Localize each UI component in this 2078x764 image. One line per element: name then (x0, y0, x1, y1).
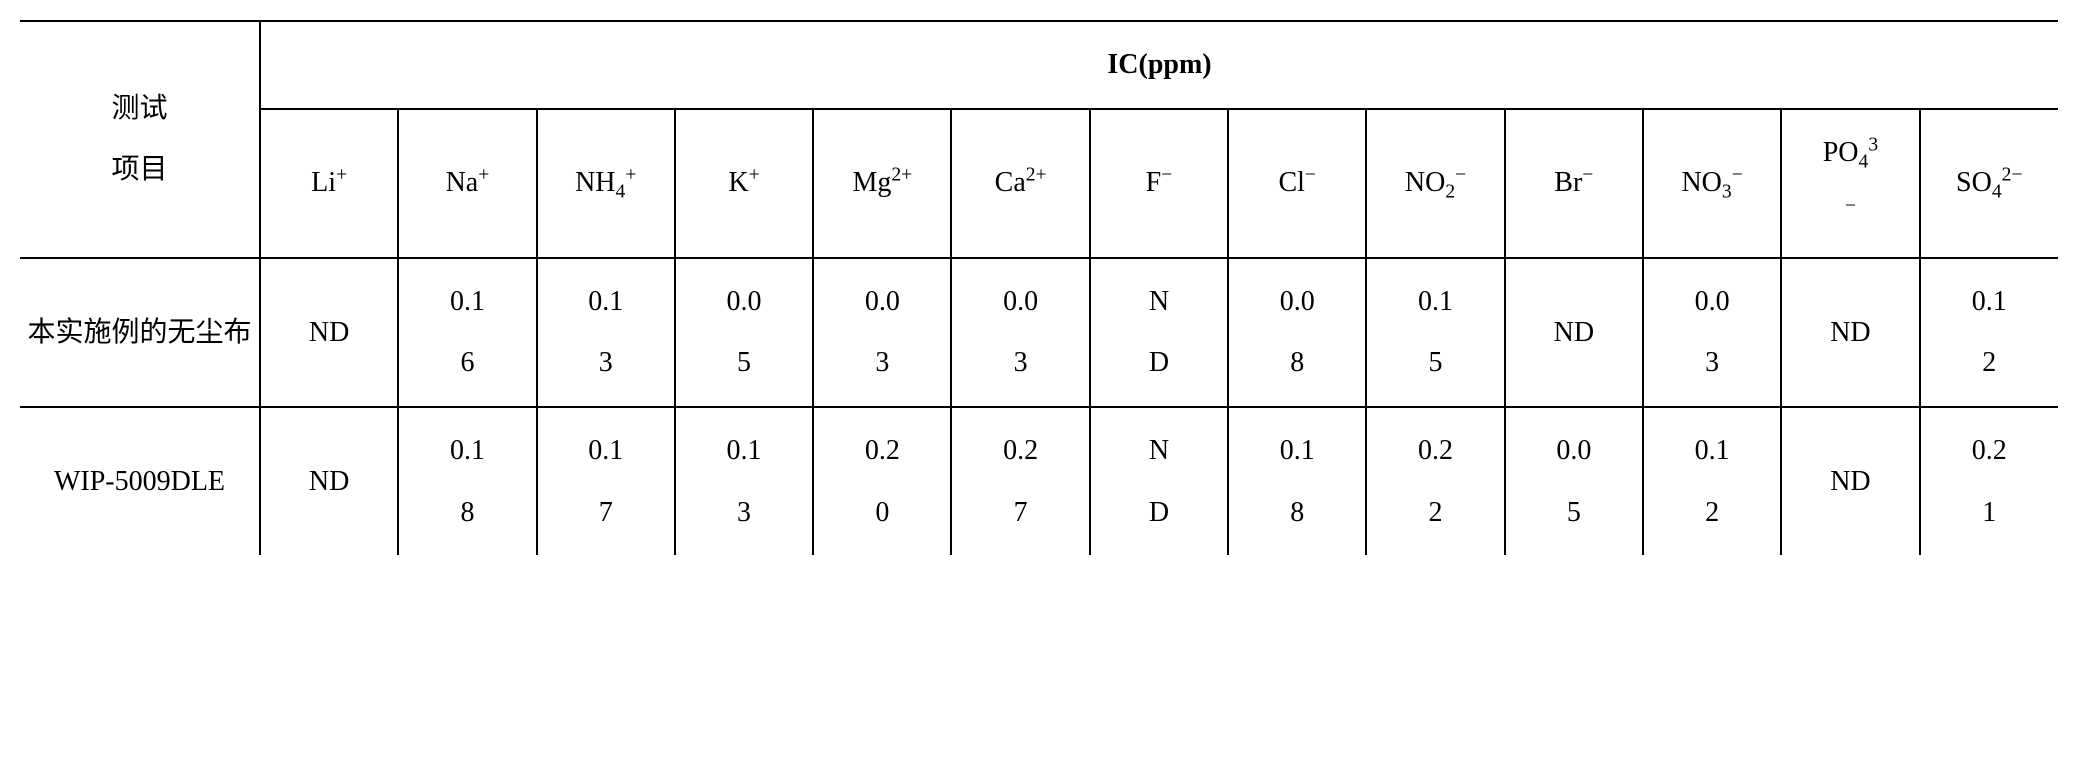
ion-header: Na+ (398, 109, 536, 258)
ion-header: Li+ (260, 109, 398, 258)
row-label-header: 测试项目 (20, 21, 260, 258)
ion-header: NO3− (1643, 109, 1781, 258)
table-cell: 0.03 (1643, 258, 1781, 407)
table-cell: 0.18 (1228, 407, 1366, 555)
table-cell: 0.22 (1366, 407, 1504, 555)
table-cell: 0.27 (951, 407, 1089, 555)
table-cell: ND (1505, 258, 1643, 407)
row-label-header-text: 测试项目 (111, 93, 167, 186)
ic-ppm-table: 测试项目 IC(ppm) Li+Na+NH4+K+Mg2+Ca2+F−Cl−NO… (20, 20, 2058, 555)
ion-header: Cl− (1228, 109, 1366, 258)
ion-header: Br− (1505, 109, 1643, 258)
table-cell: 0.20 (813, 407, 951, 555)
table-cell: 0.13 (537, 258, 675, 407)
table-cell: 0.17 (537, 407, 675, 555)
table-header: 测试项目 IC(ppm) Li+Na+NH4+K+Mg2+Ca2+F−Cl−NO… (20, 21, 2058, 258)
table-row: WIP-5009DLEND0.180.170.130.200.27ND0.180… (20, 407, 2058, 555)
ion-header: Ca2+ (951, 109, 1089, 258)
header-row-ions: Li+Na+NH4+K+Mg2+Ca2+F−Cl−NO2−Br−NO3−PO43… (20, 109, 2058, 258)
row-label: 本实施例的无尘布 (20, 258, 260, 407)
table-cell: 0.05 (1505, 407, 1643, 555)
table-cell: 0.13 (675, 407, 813, 555)
table-cell: 0.12 (1643, 407, 1781, 555)
ion-header: NH4+ (537, 109, 675, 258)
group-header-text: IC(ppm) (1107, 49, 1211, 80)
table-cell: 0.05 (675, 258, 813, 407)
table-cell: ND (1781, 258, 1919, 407)
table-cell: 0.03 (813, 258, 951, 407)
table-cell: 0.12 (1920, 258, 2058, 407)
table-cell: ND (260, 258, 398, 407)
ion-header: F− (1090, 109, 1228, 258)
ion-header: NO2− (1366, 109, 1504, 258)
table-cell: 0.16 (398, 258, 536, 407)
ion-header: PO43− (1781, 109, 1919, 258)
table-cell: 0.03 (951, 258, 1089, 407)
ion-header: SO42− (1920, 109, 2058, 258)
table-cell: 0.21 (1920, 407, 2058, 555)
group-header: IC(ppm) (260, 21, 2058, 109)
table-cell: ND (1781, 407, 1919, 555)
row-label: WIP-5009DLE (20, 407, 260, 555)
table-cell: 0.15 (1366, 258, 1504, 407)
table-cell: ND (260, 407, 398, 555)
table-body: 本实施例的无尘布ND0.160.130.050.030.03ND0.080.15… (20, 258, 2058, 555)
table-cell: 0.08 (1228, 258, 1366, 407)
ion-header: K+ (675, 109, 813, 258)
ion-header: Mg2+ (813, 109, 951, 258)
header-row-1: 测试项目 IC(ppm) (20, 21, 2058, 109)
table-cell: ND (1090, 258, 1228, 407)
table-row: 本实施例的无尘布ND0.160.130.050.030.03ND0.080.15… (20, 258, 2058, 407)
table-cell: ND (1090, 407, 1228, 555)
table-cell: 0.18 (398, 407, 536, 555)
